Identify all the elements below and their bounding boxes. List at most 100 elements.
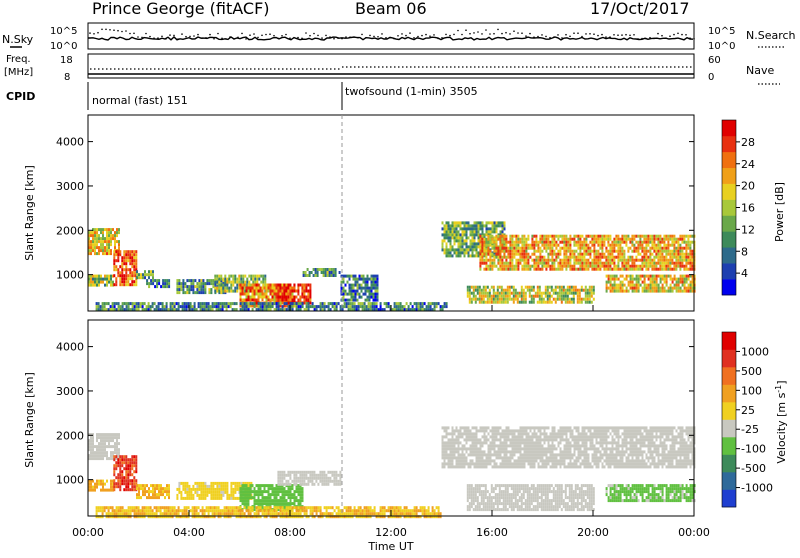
data-cell bbox=[360, 302, 362, 305]
data-cell bbox=[192, 494, 194, 497]
data-cell bbox=[487, 301, 489, 304]
data-cell bbox=[569, 250, 571, 253]
data-cell bbox=[152, 509, 154, 512]
data-cell bbox=[531, 265, 533, 268]
data-cell bbox=[302, 493, 304, 496]
data-cell bbox=[489, 244, 491, 247]
data-cell bbox=[375, 275, 377, 278]
data-cell bbox=[303, 284, 305, 287]
data-cell bbox=[291, 287, 293, 290]
data-cell bbox=[361, 278, 363, 281]
data-cell bbox=[285, 483, 287, 486]
data-cell bbox=[287, 471, 289, 474]
data-cell bbox=[122, 305, 124, 308]
data-cell bbox=[605, 262, 607, 265]
data-cell bbox=[106, 281, 108, 284]
data-cell bbox=[190, 494, 192, 497]
data-cell bbox=[563, 253, 565, 256]
data-cell bbox=[664, 275, 666, 278]
data-cell bbox=[473, 298, 475, 301]
data-cell bbox=[216, 278, 218, 281]
data-cell bbox=[549, 247, 551, 250]
data-cell bbox=[289, 477, 291, 480]
data-cell bbox=[192, 279, 194, 282]
data-cell bbox=[537, 262, 539, 265]
data-cell bbox=[122, 509, 124, 512]
data-cell bbox=[144, 490, 146, 493]
data-cell bbox=[677, 259, 679, 262]
data-cell bbox=[505, 241, 507, 244]
nsearch-point bbox=[441, 37, 443, 39]
data-cell bbox=[112, 509, 114, 512]
data-cell bbox=[116, 439, 118, 442]
data-cell bbox=[555, 244, 557, 247]
data-cell bbox=[252, 284, 254, 287]
data-cell bbox=[116, 448, 118, 451]
data-cell bbox=[549, 286, 551, 289]
data-cell bbox=[112, 433, 114, 436]
data-cell bbox=[174, 506, 176, 509]
data-cell bbox=[123, 259, 125, 262]
data-cell bbox=[108, 243, 110, 246]
data-cell bbox=[132, 302, 134, 305]
data-cell bbox=[626, 287, 628, 290]
data-cell bbox=[188, 302, 190, 305]
data-cell bbox=[260, 281, 262, 284]
data-cell bbox=[256, 275, 258, 278]
data-cell bbox=[454, 230, 456, 233]
data-cell bbox=[156, 487, 158, 490]
data-cell bbox=[525, 259, 527, 262]
nsearch-point bbox=[261, 35, 263, 37]
data-cell bbox=[525, 238, 527, 241]
data-cell bbox=[125, 283, 127, 286]
data-cell bbox=[647, 262, 649, 265]
data-cell bbox=[125, 476, 127, 479]
data-cell bbox=[115, 268, 117, 271]
data-cell bbox=[555, 253, 557, 256]
data-cell bbox=[260, 293, 262, 296]
data-cell bbox=[312, 512, 314, 515]
data-cell bbox=[496, 221, 498, 224]
data-cell bbox=[559, 289, 561, 292]
data-cell bbox=[653, 259, 655, 262]
data-cell bbox=[503, 253, 505, 256]
data-cell bbox=[293, 471, 295, 474]
data-cell bbox=[244, 487, 246, 490]
data-cell bbox=[491, 298, 493, 301]
data-cell bbox=[549, 244, 551, 247]
nsearch-point bbox=[589, 33, 591, 35]
data-cell bbox=[497, 253, 499, 256]
data-cell bbox=[531, 235, 533, 238]
data-cell bbox=[297, 293, 299, 296]
data-cell bbox=[200, 497, 202, 500]
data-cell bbox=[224, 305, 226, 308]
data-cell bbox=[675, 247, 677, 250]
data-cell bbox=[128, 506, 130, 509]
data-cell bbox=[489, 238, 491, 241]
data-cell bbox=[138, 487, 140, 490]
data-cell bbox=[256, 284, 258, 287]
data-cell bbox=[212, 488, 214, 491]
data-cell bbox=[667, 262, 669, 265]
data-cell bbox=[202, 488, 204, 491]
data-cell bbox=[182, 509, 184, 512]
data-cell bbox=[110, 281, 112, 284]
nsearch-point bbox=[369, 35, 371, 37]
data-cell bbox=[250, 290, 252, 293]
data-cell bbox=[220, 494, 222, 497]
data-cell bbox=[334, 302, 336, 305]
data-cell bbox=[665, 244, 667, 247]
data-cell bbox=[186, 291, 188, 294]
data-cell bbox=[188, 485, 190, 488]
data-cell bbox=[100, 228, 102, 231]
data-cell bbox=[565, 289, 567, 292]
data-cell bbox=[472, 254, 474, 257]
data-cell bbox=[616, 278, 618, 281]
data-cell bbox=[104, 439, 106, 442]
data-cell bbox=[607, 235, 609, 238]
data-cell bbox=[200, 485, 202, 488]
data-cell bbox=[248, 290, 250, 293]
data-cell bbox=[293, 474, 295, 477]
data-cell bbox=[110, 231, 112, 234]
data-cell bbox=[240, 284, 242, 287]
